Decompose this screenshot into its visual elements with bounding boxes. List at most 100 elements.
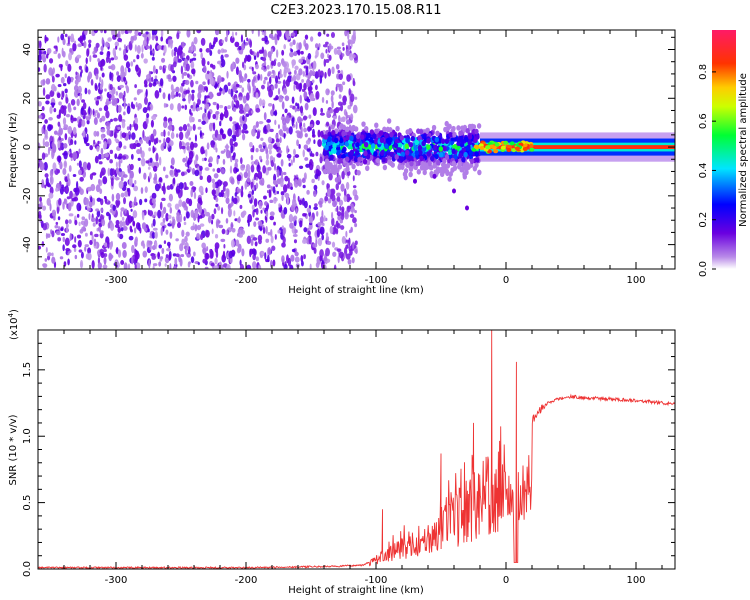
heatmap-cell — [235, 31, 238, 36]
heatmap-cell — [87, 247, 92, 255]
heatmap-cell — [301, 178, 306, 184]
heatmap-cell — [314, 43, 319, 49]
heatmap-cell — [303, 91, 308, 99]
heatmap-cell — [343, 188, 347, 198]
heatmap-cell — [315, 262, 320, 269]
heatmap-cell — [321, 96, 325, 103]
heatmap-cell — [442, 158, 447, 164]
heatmap-cell — [301, 197, 305, 206]
heatmap-cell — [267, 81, 270, 87]
heatmap-cell — [204, 103, 210, 110]
heatmap-cell — [95, 42, 100, 48]
heatmap-cell — [197, 118, 202, 123]
heatmap-cell — [193, 142, 198, 148]
heatmap-cell — [121, 132, 127, 139]
heatmap-cell — [188, 198, 193, 207]
heatmap-cell — [346, 74, 351, 82]
heatmap-cell — [225, 229, 228, 235]
heatmap-cell — [386, 118, 392, 124]
heatmap-cell — [216, 60, 222, 65]
heatmap-cell — [55, 230, 61, 236]
heatmap-cell — [330, 124, 335, 130]
heatmap-cell — [78, 148, 81, 154]
heatmap-cell — [38, 114, 43, 119]
heatmap-cell — [262, 141, 266, 146]
heatmap-cell — [339, 117, 344, 123]
heatmap-cell — [110, 177, 114, 187]
heatmap-cell — [91, 234, 94, 243]
heatmap-cell — [193, 251, 196, 257]
heatmap-cell — [375, 157, 381, 164]
heatmap-cell — [166, 248, 171, 252]
heatmap-cell — [112, 34, 117, 40]
heatmap-cell — [344, 141, 350, 147]
colorbar-label: Normalized spectral amplitude — [738, 73, 749, 227]
heatmap-cell — [240, 190, 244, 198]
colorbar-tick-label: 0.4 — [698, 162, 709, 178]
heatmap-cell — [151, 232, 156, 239]
heatmap-cell — [308, 66, 313, 70]
heatmap-cell — [101, 133, 104, 141]
heatmap-cell — [316, 210, 319, 217]
heatmap-cell — [328, 54, 332, 61]
heatmap-cell — [279, 73, 283, 78]
heatmap-cell — [225, 188, 230, 195]
heatmap-cell — [276, 33, 280, 41]
heatmap-cell — [213, 36, 217, 45]
heatmap-cell — [235, 83, 240, 88]
heatmap-cell — [82, 102, 87, 110]
heatmap-cell — [204, 167, 210, 171]
heatmap-cell — [223, 192, 227, 199]
heatmap-cell — [302, 184, 306, 189]
heatmap-cell — [242, 107, 246, 115]
heatmap-cell — [149, 243, 152, 251]
heatmap-cell — [290, 186, 293, 190]
heatmap-cell — [235, 168, 239, 173]
heatmap-cell — [326, 110, 331, 118]
heatmap-cell — [94, 155, 99, 164]
heatmap-cell — [125, 61, 131, 69]
heatmap-cell — [78, 249, 83, 253]
heatmap-cell — [39, 162, 45, 171]
heatmap-cell — [156, 44, 162, 50]
heatmap-band-core — [480, 145, 675, 150]
heatmap-cell — [453, 153, 458, 160]
heatmap-cell — [44, 129, 48, 139]
heatmap-cell — [205, 95, 210, 99]
heatmap-cell — [136, 148, 141, 155]
heatmap-cell — [190, 141, 195, 151]
heatmap-cell — [506, 148, 512, 153]
heatmap-cell — [169, 169, 174, 176]
heatmap-cell — [251, 248, 256, 255]
heatmap-cell — [135, 102, 138, 108]
heatmap-cell — [220, 112, 224, 121]
heatmap-cell — [74, 187, 80, 196]
heatmap-cell — [292, 117, 295, 123]
heatmap-cell — [396, 147, 401, 153]
heatmap-cell — [282, 184, 288, 193]
heatmap-cell — [269, 215, 275, 221]
heatmap-cell — [155, 81, 160, 85]
heatmap-cell — [48, 58, 54, 64]
heatmap-cell — [267, 143, 273, 151]
heatmap-cell — [382, 126, 387, 133]
heatmap-cell — [140, 241, 144, 247]
heatmap-cell — [233, 141, 238, 147]
heatmap-cell — [230, 155, 233, 163]
heatmap-cell — [210, 262, 215, 267]
heatmap-cell — [121, 241, 127, 250]
heatmap-cell — [128, 43, 133, 51]
heatmap-cell — [305, 78, 311, 88]
heatmap-cell — [120, 210, 123, 218]
heatmap-cell — [408, 166, 414, 172]
heatmap-cell — [205, 187, 208, 194]
heatmap-cell — [452, 131, 457, 138]
heatmap-cell — [180, 65, 184, 75]
heatmap-cell — [211, 213, 215, 220]
heatmap-cell — [345, 111, 348, 121]
heatmap-cell — [341, 124, 347, 131]
heatmap-cell — [315, 90, 320, 100]
heatmap-cell — [303, 227, 308, 233]
heatmap-cell — [247, 169, 251, 179]
heatmap-cell — [46, 53, 49, 59]
